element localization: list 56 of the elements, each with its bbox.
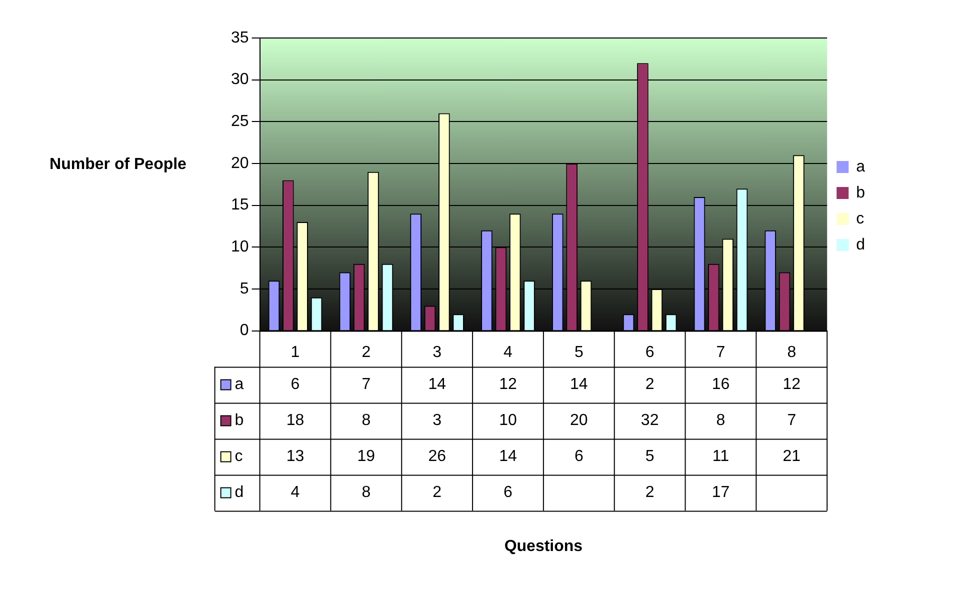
data-label: 4	[290, 484, 300, 502]
y-axis-title: Number of People	[50, 156, 187, 173]
legend-label: c	[856, 210, 864, 228]
data-label: 17	[712, 484, 730, 502]
data-label: 32	[640, 412, 659, 430]
data-label: 2	[432, 484, 442, 502]
y-tick-label: 5	[240, 280, 249, 298]
text: b	[234, 412, 244, 430]
data-label: 26	[428, 448, 446, 466]
data-label: 18	[286, 412, 304, 430]
legend-label: a	[234, 376, 244, 394]
data-label: 14	[570, 376, 588, 394]
data-label: 19	[357, 448, 376, 466]
y-tick-label: 15	[231, 196, 249, 214]
data-label: 8	[716, 412, 726, 430]
x-tick-label: 4	[504, 344, 513, 361]
data-label: 20	[570, 412, 588, 430]
data-label: 7	[787, 412, 796, 430]
x-tick-label: 5	[574, 344, 584, 361]
data-label: 21	[782, 448, 801, 466]
data-label: 14	[499, 448, 517, 466]
y-tick-label: 20	[231, 154, 249, 172]
data-label: 5	[645, 448, 654, 466]
x-tick-label: 2	[362, 344, 371, 361]
data-label: 6	[290, 376, 300, 394]
x-tick-label: 3	[432, 344, 442, 361]
data-label: 8	[362, 484, 371, 502]
x-tick-label: 1	[290, 344, 300, 361]
text: c	[234, 448, 243, 466]
data-label: 3	[432, 412, 442, 430]
data-label: 2	[645, 484, 654, 502]
y-tick-label: 25	[231, 113, 249, 130]
data-label: 6	[504, 484, 513, 502]
data-label: 13	[286, 448, 304, 466]
text: Questions	[504, 538, 583, 556]
data-label: 11	[712, 448, 730, 466]
data-label: 7	[362, 376, 371, 394]
data-label: 12	[782, 376, 801, 394]
legend-label: b	[856, 184, 866, 202]
text: d	[234, 484, 244, 502]
data-label: 14	[428, 376, 446, 394]
y-tick-label: 0	[240, 322, 249, 340]
y-tick-label: 10	[231, 238, 249, 256]
data-label: 2	[645, 376, 654, 394]
y-tick-label: 30	[231, 71, 249, 88]
data-label: 8	[362, 412, 371, 430]
y-tick-label: 35	[231, 29, 249, 46]
data-label: 10	[499, 412, 517, 430]
x-tick-label: 8	[787, 344, 796, 361]
legend-label: d	[856, 236, 866, 254]
x-tick-label: 6	[645, 344, 654, 361]
x-tick-label: 7	[716, 344, 726, 361]
data-label: 6	[574, 448, 584, 466]
data-label: 12	[499, 376, 517, 394]
text: a	[856, 158, 866, 176]
data-label: 16	[712, 376, 730, 394]
